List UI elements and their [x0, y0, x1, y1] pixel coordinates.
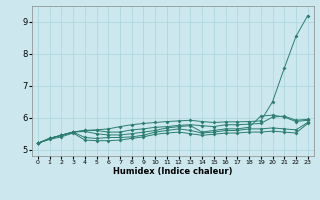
X-axis label: Humidex (Indice chaleur): Humidex (Indice chaleur) — [113, 167, 233, 176]
